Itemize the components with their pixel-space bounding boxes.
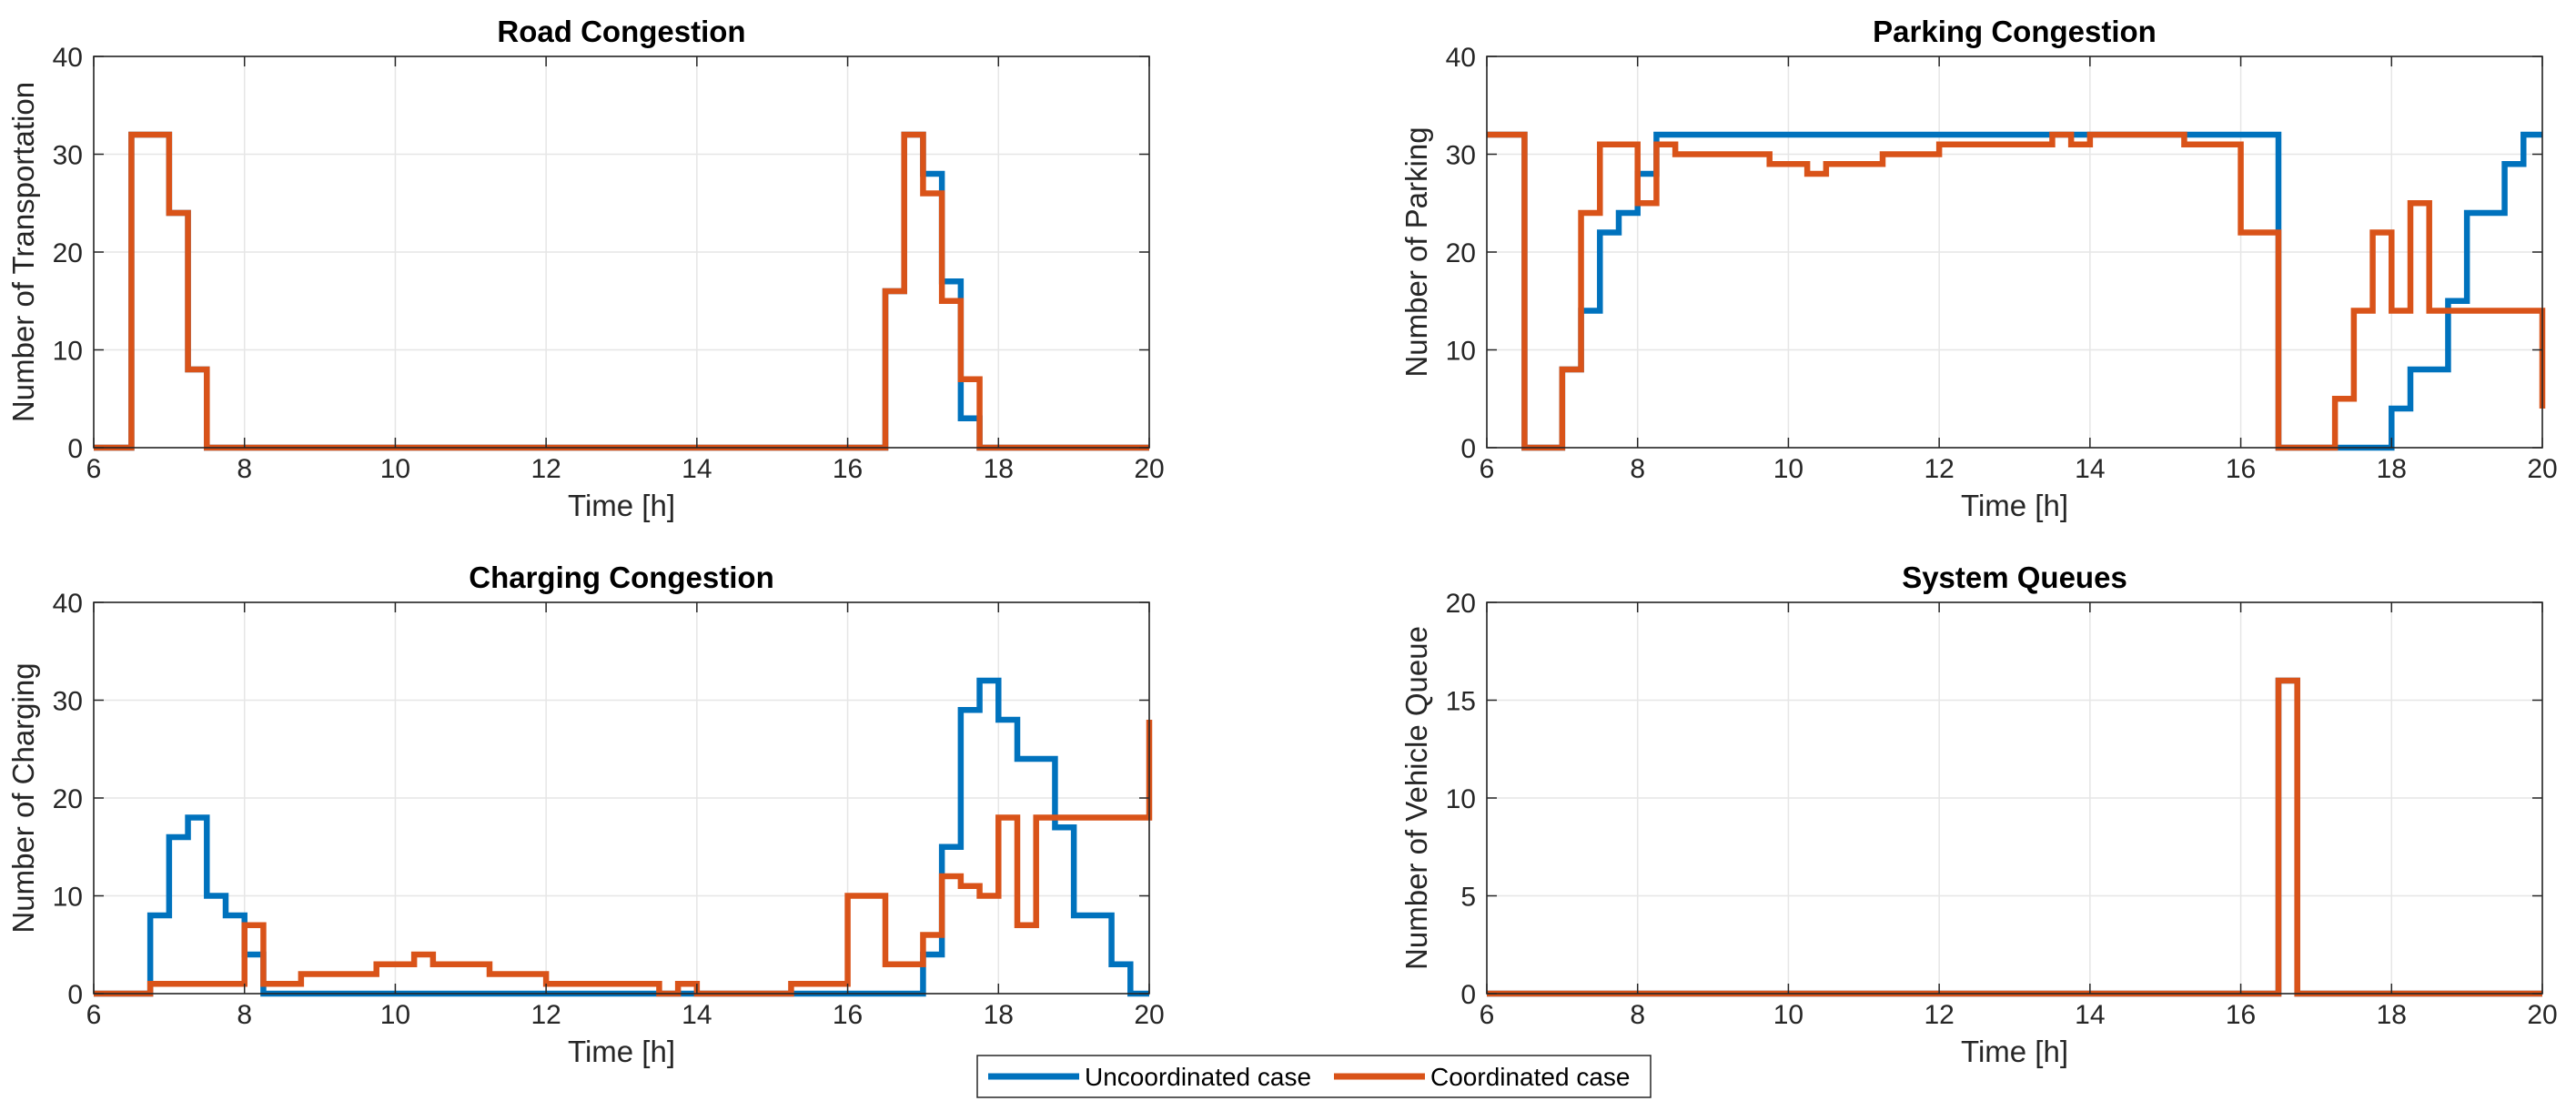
x-tick-label: 12 [530, 454, 561, 484]
x-tick-label: 8 [237, 1000, 252, 1030]
x-tick-label: 16 [2226, 454, 2256, 484]
x-tick-label: 12 [530, 1000, 561, 1030]
x-tick-label: 18 [984, 1000, 1014, 1030]
x-tick-label: 16 [833, 1000, 863, 1030]
x-tick-label: 12 [1924, 454, 1954, 484]
chart-panel-charging-congestion: 6 8 10 12 14 16 18 20 0 10 20 30 40 Charging Congesti… [6, 561, 1165, 1068]
legend-label-uncoordinated: Uncoordinated case [1085, 1063, 1311, 1091]
x-tick-label: 10 [1773, 1000, 1803, 1030]
y-axis-label: Number of Charging [6, 662, 40, 933]
x-tick-label: 18 [2377, 1000, 2407, 1030]
x-tick-label: 16 [833, 454, 863, 484]
x-tick-label: 20 [2527, 454, 2557, 484]
x-tick-label: 14 [682, 454, 712, 484]
y-tick-label: 40 [53, 43, 83, 73]
y-axis-label: Number of Parking [1399, 126, 1433, 377]
x-tick-label: 6 [86, 454, 102, 484]
y-tick-label: 0 [1460, 434, 1476, 464]
chart-title: System Queues [1902, 561, 2127, 594]
x-tick-label: 20 [2527, 1000, 2557, 1030]
series-line-coordinated-case [1487, 131, 2546, 451]
y-tick-label: 0 [67, 980, 83, 1010]
x-tick-label: 12 [1924, 1000, 1954, 1030]
x-tick-label: 6 [86, 1000, 102, 1030]
x-tick-label: 16 [2226, 1000, 2256, 1030]
y-tick-label: 0 [1460, 980, 1476, 1010]
y-tick-label: 40 [53, 589, 83, 619]
y-tick-label: 10 [53, 883, 83, 913]
x-tick-label: 10 [380, 1000, 410, 1030]
y-tick-label: 0 [67, 434, 83, 464]
x-axis-label: Time [h] [568, 1035, 675, 1068]
legend-label-coordinated: Coordinated case [1430, 1063, 1630, 1091]
x-axis-label: Time [h] [1961, 1035, 2068, 1068]
x-tick-label: 8 [1630, 1000, 1645, 1030]
x-tick-label: 8 [237, 454, 252, 484]
y-tick-label: 10 [1446, 784, 1476, 814]
x-tick-label: 14 [682, 1000, 712, 1030]
x-tick-label: 18 [984, 454, 1014, 484]
x-tick-label: 20 [1134, 454, 1164, 484]
legend-box [976, 1055, 1652, 1098]
y-tick-label: 20 [1446, 238, 1476, 268]
chart-panel-system-queues: 6 8 10 12 14 16 18 20 0 5 10 15 20 System Queues Time … [1399, 561, 2558, 1068]
y-axis-label: Number of Vehicle Queue [1399, 626, 1433, 970]
y-tick-label: 30 [53, 687, 83, 717]
chart-panel-parking-congestion: 6 8 10 12 14 16 18 20 0 10 20 30 40 Parking Congestio… [1399, 15, 2558, 522]
x-axis-label: Time [h] [1961, 489, 2068, 522]
series-line-coordinated-case [94, 131, 1149, 451]
y-tick-label: 40 [1446, 43, 1476, 73]
y-tick-label: 20 [1446, 589, 1476, 619]
y-axis-label: Number of Transportation [6, 82, 40, 422]
chart-title: Road Congestion [497, 15, 745, 48]
chart-title: Charging Congestion [469, 561, 773, 594]
x-tick-label: 14 [2075, 454, 2105, 484]
y-tick-label: 10 [1446, 337, 1476, 367]
y-tick-label: 10 [53, 337, 83, 367]
chart-title: Parking Congestion [1873, 15, 2157, 48]
y-tick-label: 15 [1446, 687, 1476, 717]
y-tick-label: 30 [1446, 141, 1476, 171]
y-tick-label: 30 [53, 141, 83, 171]
x-tick-label: 18 [2377, 454, 2407, 484]
x-tick-label: 6 [1480, 1000, 1495, 1030]
x-tick-label: 14 [2075, 1000, 2105, 1030]
x-tick-label: 8 [1630, 454, 1645, 484]
y-tick-label: 5 [1460, 883, 1476, 913]
x-tick-label: 10 [1773, 454, 1803, 484]
x-tick-label: 20 [1134, 1000, 1164, 1030]
x-axis-label: Time [h] [568, 489, 675, 522]
legend: Uncoordinated case Coordinated case [976, 1055, 1652, 1098]
x-tick-label: 6 [1480, 454, 1495, 484]
y-tick-label: 20 [53, 238, 83, 268]
y-tick-label: 20 [53, 784, 83, 814]
chart-panel-road-congestion: 6 8 10 12 14 16 18 20 0 10 20 30 40 Road Congestion Ti… [6, 15, 1165, 522]
x-tick-label: 10 [380, 454, 410, 484]
